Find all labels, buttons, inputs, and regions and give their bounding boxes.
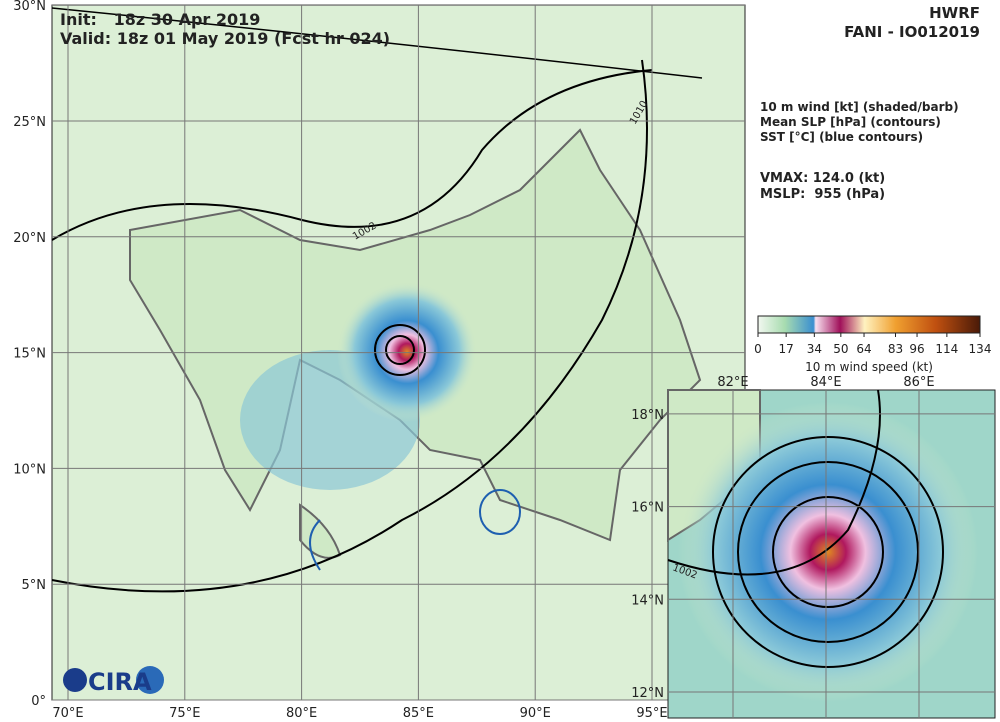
colorbar-tick-label: 96 [909, 342, 924, 356]
lat-label: 10°N [13, 462, 46, 477]
lat-label: 0° [31, 694, 46, 709]
colorbar-tick-label: 64 [856, 342, 871, 356]
legend-entry: SST [°C] (blue contours) [760, 130, 923, 144]
colorbar-tick-label: 114 [935, 342, 958, 356]
inset-map [667, 389, 996, 719]
main-map [51, 4, 746, 701]
colorbar-tick-label: 34 [807, 342, 822, 356]
lat-label: 18°N [631, 408, 664, 423]
model-name: HWRF [929, 4, 980, 22]
valid-time: Valid: 18z 01 May 2019 (Fcst hr 024) [60, 29, 390, 48]
lat-label: 16°N [631, 501, 664, 516]
colorbar [757, 315, 981, 334]
storm-stat: VMAX: 124.0 (kt) [760, 171, 885, 186]
colorbar-tick-label: 50 [833, 342, 848, 356]
lat-label: 15°N [13, 347, 46, 362]
lat-label: 20°N [13, 231, 46, 246]
storm-name: FANI - IO012019 [844, 23, 980, 41]
colorbar-tick-label: 83 [888, 342, 903, 356]
logo-text: CIRA [88, 668, 152, 696]
colorbar-tick-label: 0 [754, 342, 762, 356]
lat-label: 14°N [631, 593, 664, 608]
colorbar-label: 10 m wind speed (kt) [805, 360, 933, 374]
legend-entry: Mean SLP [hPa] (contours) [760, 115, 941, 129]
colorbar-tick-label: 17 [779, 342, 794, 356]
lat-label: 25°N [13, 115, 46, 130]
colorbar-tick-label: 134 [969, 342, 992, 356]
lon-label: 95°E [636, 706, 667, 721]
storm-stat: MSLP: 955 (hPa) [760, 187, 885, 202]
lon-label: 85°E [403, 706, 434, 721]
lat-label: 5°N [22, 578, 47, 593]
lat-label: 12°N [631, 686, 664, 701]
legend-entry: 10 m wind [kt] (shaded/barb) [760, 100, 959, 114]
logo [63, 666, 164, 694]
lon-label: 82°E [717, 375, 748, 390]
lon-label: 80°E [286, 706, 317, 721]
init-time: Init: 18z 30 Apr 2019 [60, 10, 260, 29]
lon-label: 70°E [52, 706, 83, 721]
lat-label: 30°N [13, 0, 46, 14]
lon-label: 75°E [169, 706, 200, 721]
lon-label: 84°E [810, 375, 841, 390]
lon-label: 90°E [520, 706, 551, 721]
lon-label: 86°E [903, 375, 934, 390]
